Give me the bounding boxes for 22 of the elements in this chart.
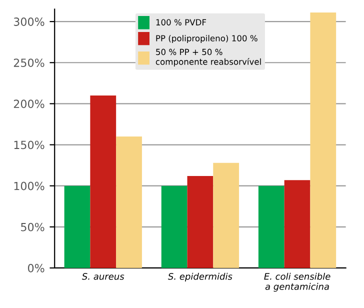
bar (64, 186, 90, 268)
y-tick-label: 100% (14, 182, 44, 190)
bar (310, 12, 336, 268)
bar (161, 186, 188, 268)
bar (258, 186, 284, 268)
legend-label: PP (polipropileno) 100 % (156, 34, 258, 44)
x-tick-label: E. coli sensible a gentamicina (264, 272, 330, 292)
y-tick-label: 250% (14, 58, 44, 68)
bar (116, 136, 142, 268)
y-tick-label: 150% (14, 140, 44, 150)
x-tick-label: S. aureus (82, 272, 124, 280)
y-tick-label: 0% (28, 264, 44, 272)
y-tick-label: 200% (14, 100, 44, 108)
bar (90, 95, 116, 268)
y-tick-label: 50% (21, 222, 44, 232)
bar (284, 180, 310, 268)
y-tick-label: 300% (14, 18, 44, 26)
x-tick-label: S. epidermidis (168, 272, 232, 282)
bar (187, 176, 214, 268)
legend-label: 50 % PP + 50 % componente reabsorvível (156, 48, 261, 66)
legend-label: 100 % PVDF (156, 19, 206, 26)
bar (213, 162, 240, 268)
